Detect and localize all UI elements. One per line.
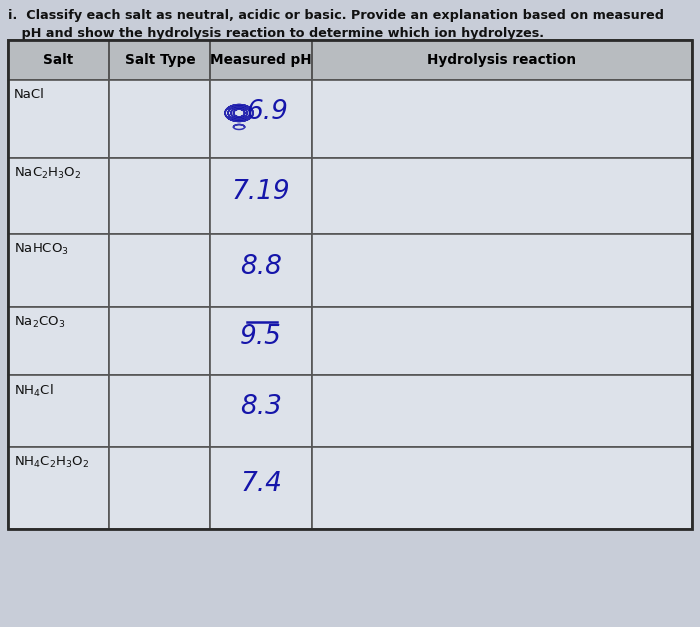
Bar	[211, 375, 312, 447]
Text: Hydrolysis reaction: Hydrolysis reaction	[427, 53, 576, 67]
Text: 8.8: 8.8	[240, 253, 282, 280]
Bar	[109, 447, 211, 529]
Text: NH$_4$Cl: NH$_4$Cl	[14, 383, 53, 399]
Bar	[8, 375, 109, 447]
Bar	[211, 80, 312, 158]
Bar	[109, 80, 211, 158]
Bar	[312, 234, 692, 307]
Bar	[312, 307, 692, 375]
Bar	[312, 375, 692, 447]
Bar	[8, 447, 109, 529]
Text: 6.9: 6.9	[246, 99, 288, 125]
Bar	[312, 80, 692, 158]
Text: 9.5: 9.5	[240, 324, 282, 350]
Bar	[109, 40, 211, 80]
Bar	[312, 40, 692, 80]
Text: NH$_4$C$_2$H$_3$O$_2$: NH$_4$C$_2$H$_3$O$_2$	[14, 455, 89, 470]
Bar	[211, 447, 312, 529]
Bar	[211, 158, 312, 234]
Bar	[8, 158, 109, 234]
Bar	[211, 234, 312, 307]
Bar	[312, 447, 692, 529]
Text: 7.19: 7.19	[232, 179, 290, 205]
Text: Salt: Salt	[43, 53, 74, 67]
Text: Measured pH: Measured pH	[210, 53, 312, 67]
Bar	[8, 234, 109, 307]
Bar	[312, 158, 692, 234]
Text: Salt Type: Salt Type	[125, 53, 195, 67]
Bar	[109, 307, 211, 375]
Text: NaC$_2$H$_3$O$_2$: NaC$_2$H$_3$O$_2$	[14, 166, 81, 181]
Text: NaCl: NaCl	[14, 88, 45, 101]
Bar	[8, 40, 109, 80]
Text: pH and show the hydrolysis reaction to determine which ion hydrolyzes.: pH and show the hydrolysis reaction to d…	[8, 27, 544, 40]
Text: NaHCO$_3$: NaHCO$_3$	[14, 242, 69, 257]
Bar	[211, 307, 312, 375]
Bar	[109, 234, 211, 307]
Bar	[109, 158, 211, 234]
Text: 8.3: 8.3	[240, 394, 282, 420]
Bar	[8, 307, 109, 375]
Bar	[109, 375, 211, 447]
Text: 7.4: 7.4	[240, 471, 282, 497]
Bar	[8, 40, 692, 529]
Text: Na$_2$CO$_3$: Na$_2$CO$_3$	[14, 315, 65, 330]
Text: i.  Classify each salt as neutral, acidic or basic. Provide an explanation based: i. Classify each salt as neutral, acidic…	[8, 9, 664, 22]
Bar	[211, 40, 312, 80]
Bar	[8, 80, 109, 158]
